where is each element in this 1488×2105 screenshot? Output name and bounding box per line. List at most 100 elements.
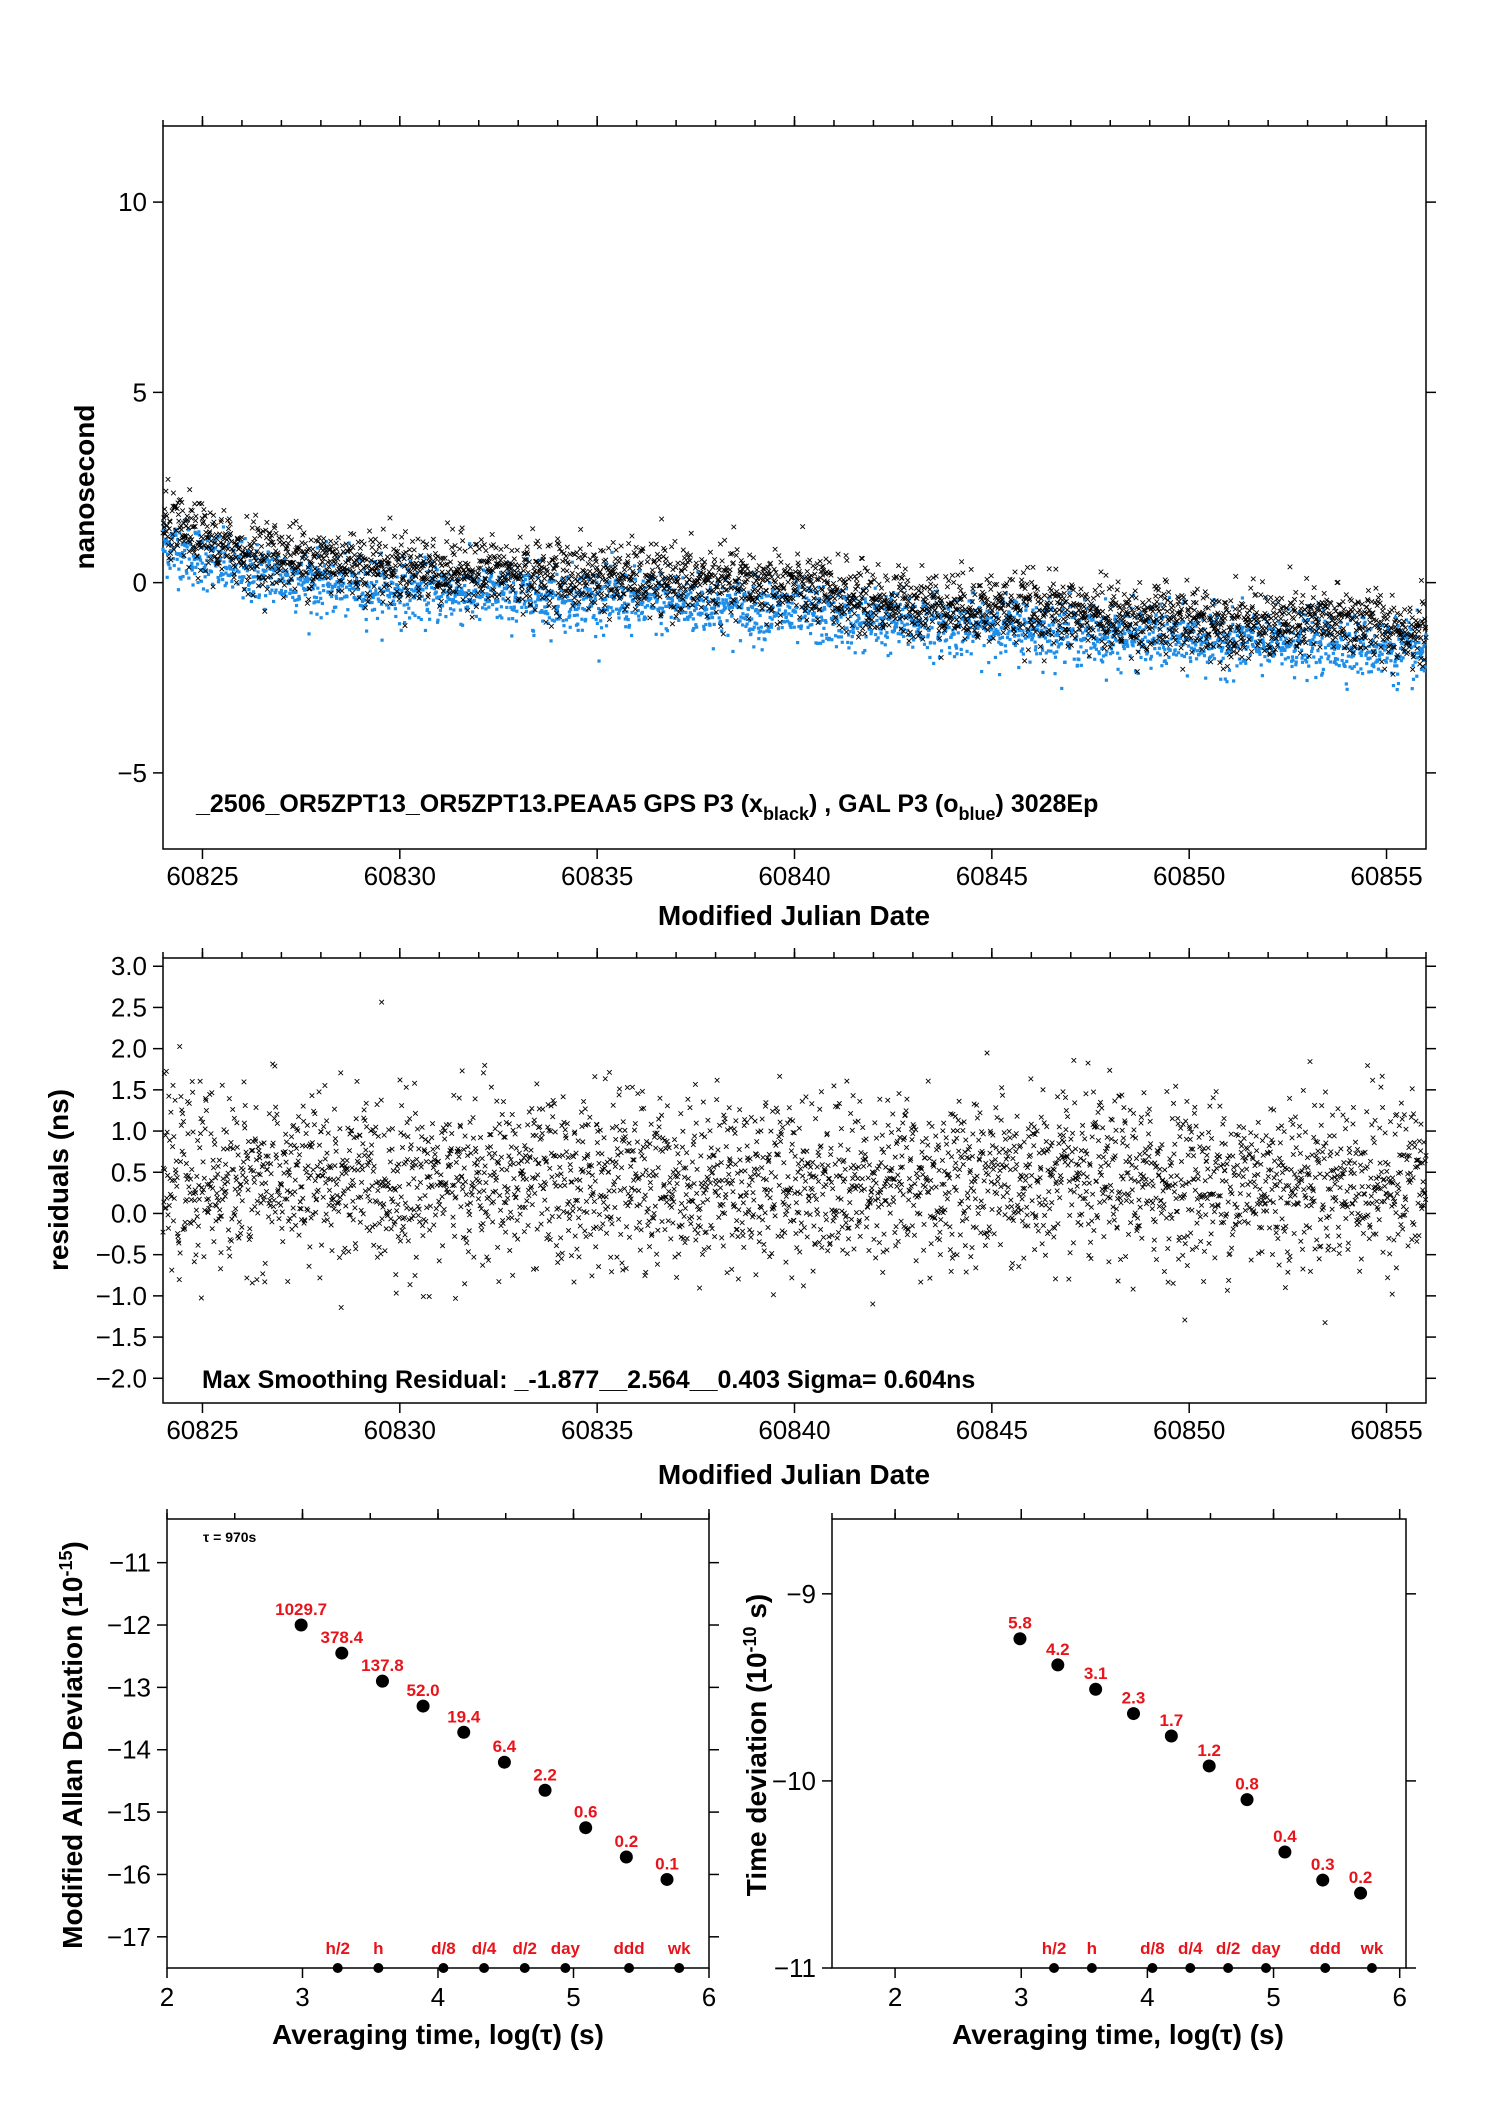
gal-point [778,603,783,607]
gal-point [1325,629,1329,633]
gps-point [365,599,371,605]
gps-point [467,544,474,550]
gal-point [698,613,703,617]
gps-point [630,568,636,575]
gal-point [250,581,254,585]
gps-point [864,568,870,574]
gps-point [804,617,810,623]
gal-point [1092,645,1096,649]
gal-point [629,594,633,598]
gal-point [1161,646,1166,650]
gal-point [971,639,975,643]
gps-point [201,542,207,548]
gal-point [338,597,342,601]
gal-point [455,592,459,597]
gps-point [495,578,501,585]
gal-point [617,616,621,620]
gps-point [444,520,451,526]
gal-point [758,629,763,633]
gal-point [1270,639,1274,644]
gal-point [824,620,828,625]
gal-point [408,559,413,564]
gal-point [1342,662,1346,666]
gal-point [564,618,569,622]
gps-point [669,543,675,550]
gps-point [173,527,179,533]
gal-point [997,640,1001,644]
gps-point [186,548,192,555]
gal-point [518,599,522,603]
gal-point [888,612,892,617]
gal-point [1184,651,1189,656]
gps-point [848,574,854,580]
gal-point [1011,625,1015,629]
gal-point [1131,644,1135,648]
gal-point [597,606,601,611]
gal-point [270,557,274,561]
timeseries-points [160,476,1429,692]
gps-point [835,551,841,557]
gal-point [1371,662,1376,666]
gps-point [876,581,882,587]
gps-point [517,570,524,576]
gal-point [333,584,337,589]
gps-point [458,529,464,535]
gps-point [956,614,962,620]
gps-point [730,560,736,566]
gal-point [1336,646,1340,650]
gal-point [503,580,507,584]
gps-point [726,580,733,586]
gal-point [221,577,225,582]
gal-point [264,594,268,598]
gps-point [860,625,866,632]
gal-point [849,614,853,619]
gal-point [1169,637,1173,641]
gal-point [387,594,392,598]
gps-point [608,573,615,579]
gal-point [556,604,560,608]
gps-point [586,541,593,547]
gps-point [561,588,568,594]
gps-point [863,622,869,628]
gps-point [517,534,523,540]
gal-point [880,641,884,645]
gal-point [670,599,675,603]
gal-point [503,586,507,590]
gal-point [1018,629,1022,633]
gal-point [317,568,321,572]
gal-point [553,579,557,583]
gal-point [805,596,809,600]
gal-point [1251,644,1255,648]
gal-point [944,621,948,626]
gps-point [938,597,945,604]
gal-point [773,611,777,615]
gps-point [777,619,783,625]
gps-point [577,580,583,586]
gal-point [1196,633,1200,637]
gps-point [658,613,664,619]
gal-point [391,599,395,603]
gal-point [683,600,687,604]
gal-point [282,592,287,596]
gps-point [739,560,746,566]
gal-point [355,576,359,580]
gal-point [469,577,473,581]
gal-point [627,625,631,629]
gal-point [717,616,721,620]
gal-point [571,600,576,605]
gal-point [939,649,944,653]
gal-point [380,602,384,606]
gps-point [765,564,771,570]
gps-point [621,567,628,573]
gps-point [888,600,894,607]
gal-point [693,583,697,588]
gal-point [206,538,210,543]
gal-point [1290,664,1294,669]
gps-point [954,623,961,629]
gal-point [1220,647,1224,652]
gal-point [733,592,738,596]
gal-point [776,604,780,608]
gps-point [249,565,255,572]
gal-point [1095,636,1099,640]
gps-point [896,584,903,590]
